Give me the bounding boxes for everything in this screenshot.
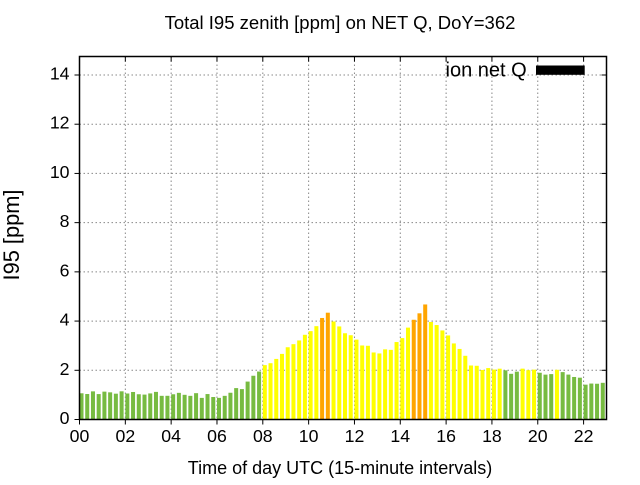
svg-text:18: 18 bbox=[482, 426, 502, 446]
svg-text:0: 0 bbox=[60, 408, 70, 428]
svg-text:I95 [ppm]: I95 [ppm] bbox=[0, 190, 24, 281]
svg-text:08: 08 bbox=[253, 426, 273, 446]
svg-text:14: 14 bbox=[50, 64, 70, 84]
svg-text:02: 02 bbox=[115, 426, 135, 446]
svg-text:ion net Q: ion net Q bbox=[446, 60, 527, 82]
svg-text:Total I95 zenith [ppm] on NET: Total I95 zenith [ppm] on NET Q, DoY=362 bbox=[165, 12, 516, 33]
svg-text:2: 2 bbox=[60, 359, 70, 379]
svg-text:06: 06 bbox=[207, 426, 227, 446]
svg-text:8: 8 bbox=[60, 211, 70, 231]
svg-text:6: 6 bbox=[60, 260, 70, 280]
svg-text:10: 10 bbox=[50, 162, 70, 182]
svg-text:20: 20 bbox=[528, 426, 548, 446]
svg-text:00: 00 bbox=[70, 426, 90, 446]
svg-text:14: 14 bbox=[390, 426, 410, 446]
svg-text:4: 4 bbox=[60, 310, 70, 330]
svg-text:12: 12 bbox=[50, 113, 70, 133]
svg-text:12: 12 bbox=[345, 426, 365, 446]
svg-text:22: 22 bbox=[574, 426, 594, 446]
svg-text:16: 16 bbox=[436, 426, 456, 446]
svg-text:10: 10 bbox=[299, 426, 319, 446]
svg-text:04: 04 bbox=[161, 426, 181, 446]
svg-text:Time of day UTC (15-minute int: Time of day UTC (15-minute intervals) bbox=[188, 458, 492, 478]
